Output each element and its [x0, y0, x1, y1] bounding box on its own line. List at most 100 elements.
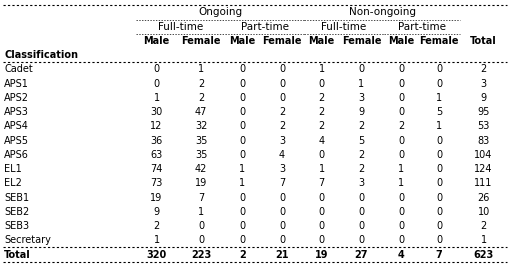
Text: 1: 1 [318, 164, 324, 174]
Text: APS4: APS4 [4, 121, 29, 131]
Text: 1: 1 [153, 93, 159, 103]
Text: 2: 2 [278, 121, 285, 131]
Text: 0: 0 [239, 221, 245, 231]
Text: 1: 1 [358, 79, 364, 89]
Text: 1: 1 [239, 178, 245, 188]
Text: 2: 2 [318, 107, 324, 117]
Text: 4: 4 [318, 136, 324, 146]
Text: 9: 9 [358, 107, 364, 117]
Text: 7: 7 [435, 250, 442, 260]
Text: 0: 0 [435, 64, 441, 74]
Text: 73: 73 [150, 178, 162, 188]
Text: 4: 4 [278, 150, 285, 160]
Text: 0: 0 [318, 221, 324, 231]
Text: 0: 0 [397, 207, 403, 217]
Text: Female: Female [262, 36, 301, 46]
Text: 0: 0 [239, 150, 245, 160]
Text: 1: 1 [197, 207, 204, 217]
Text: 2: 2 [479, 64, 486, 74]
Text: 0: 0 [397, 136, 403, 146]
Text: 0: 0 [239, 235, 245, 245]
Text: 0: 0 [239, 64, 245, 74]
Text: 0: 0 [397, 107, 403, 117]
Text: SEB1: SEB1 [4, 193, 29, 203]
Text: Part-time: Part-time [397, 22, 445, 32]
Text: 0: 0 [239, 107, 245, 117]
Text: 2: 2 [397, 121, 404, 131]
Text: 7: 7 [278, 178, 285, 188]
Text: 42: 42 [194, 164, 207, 174]
Text: 0: 0 [397, 150, 403, 160]
Text: APS3: APS3 [4, 107, 29, 117]
Text: 3: 3 [358, 178, 364, 188]
Text: 95: 95 [476, 107, 489, 117]
Text: Full-time: Full-time [321, 22, 366, 32]
Text: 2: 2 [318, 93, 324, 103]
Text: 0: 0 [239, 193, 245, 203]
Text: 111: 111 [473, 178, 492, 188]
Text: 0: 0 [397, 221, 403, 231]
Text: 0: 0 [435, 193, 441, 203]
Text: 1: 1 [435, 121, 441, 131]
Text: 32: 32 [194, 121, 207, 131]
Text: Male: Male [387, 36, 413, 46]
Text: Part-time: Part-time [240, 22, 288, 32]
Text: APS1: APS1 [4, 79, 29, 89]
Text: 4: 4 [397, 250, 404, 260]
Text: 0: 0 [435, 79, 441, 89]
Text: 7: 7 [197, 193, 204, 203]
Text: EL2: EL2 [4, 178, 22, 188]
Text: 83: 83 [476, 136, 489, 146]
Text: 0: 0 [239, 121, 245, 131]
Text: Cadet: Cadet [4, 64, 33, 74]
Text: 3: 3 [479, 79, 486, 89]
Text: 1: 1 [397, 164, 403, 174]
Text: 0: 0 [278, 64, 285, 74]
Text: 5: 5 [435, 107, 441, 117]
Text: APS6: APS6 [4, 150, 29, 160]
Text: 9: 9 [153, 207, 159, 217]
Text: 0: 0 [197, 235, 204, 245]
Text: 2: 2 [357, 121, 364, 131]
Text: 2: 2 [318, 121, 324, 131]
Text: 47: 47 [194, 107, 207, 117]
Text: 0: 0 [278, 193, 285, 203]
Text: Male: Male [308, 36, 334, 46]
Text: 0: 0 [397, 235, 403, 245]
Text: 35: 35 [194, 150, 207, 160]
Text: 0: 0 [278, 93, 285, 103]
Text: 53: 53 [476, 121, 489, 131]
Text: 0: 0 [239, 93, 245, 103]
Text: 10: 10 [476, 207, 489, 217]
Text: 0: 0 [278, 221, 285, 231]
Text: 1: 1 [397, 178, 403, 188]
Text: 0: 0 [278, 207, 285, 217]
Text: Male: Male [229, 36, 255, 46]
Text: 0: 0 [435, 235, 441, 245]
Text: 1: 1 [318, 64, 324, 74]
Text: Full-time: Full-time [157, 22, 203, 32]
Text: 9: 9 [479, 93, 486, 103]
Text: 2: 2 [238, 250, 245, 260]
Text: Female: Female [181, 36, 220, 46]
Text: 320: 320 [146, 250, 166, 260]
Text: 19: 19 [194, 178, 207, 188]
Text: 0: 0 [318, 150, 324, 160]
Text: 7: 7 [318, 178, 324, 188]
Text: Secretary: Secretary [4, 235, 51, 245]
Text: 2: 2 [357, 164, 364, 174]
Text: 0: 0 [358, 193, 364, 203]
Text: APS2: APS2 [4, 93, 29, 103]
Text: 1: 1 [197, 64, 204, 74]
Text: 0: 0 [358, 64, 364, 74]
Text: 3: 3 [278, 164, 285, 174]
Text: Female: Female [418, 36, 458, 46]
Text: 0: 0 [435, 136, 441, 146]
Text: Non-ongoing: Non-ongoing [348, 7, 415, 17]
Text: 0: 0 [397, 79, 403, 89]
Text: EL1: EL1 [4, 164, 22, 174]
Text: 0: 0 [358, 221, 364, 231]
Text: 0: 0 [435, 221, 441, 231]
Text: 0: 0 [435, 207, 441, 217]
Text: 0: 0 [318, 207, 324, 217]
